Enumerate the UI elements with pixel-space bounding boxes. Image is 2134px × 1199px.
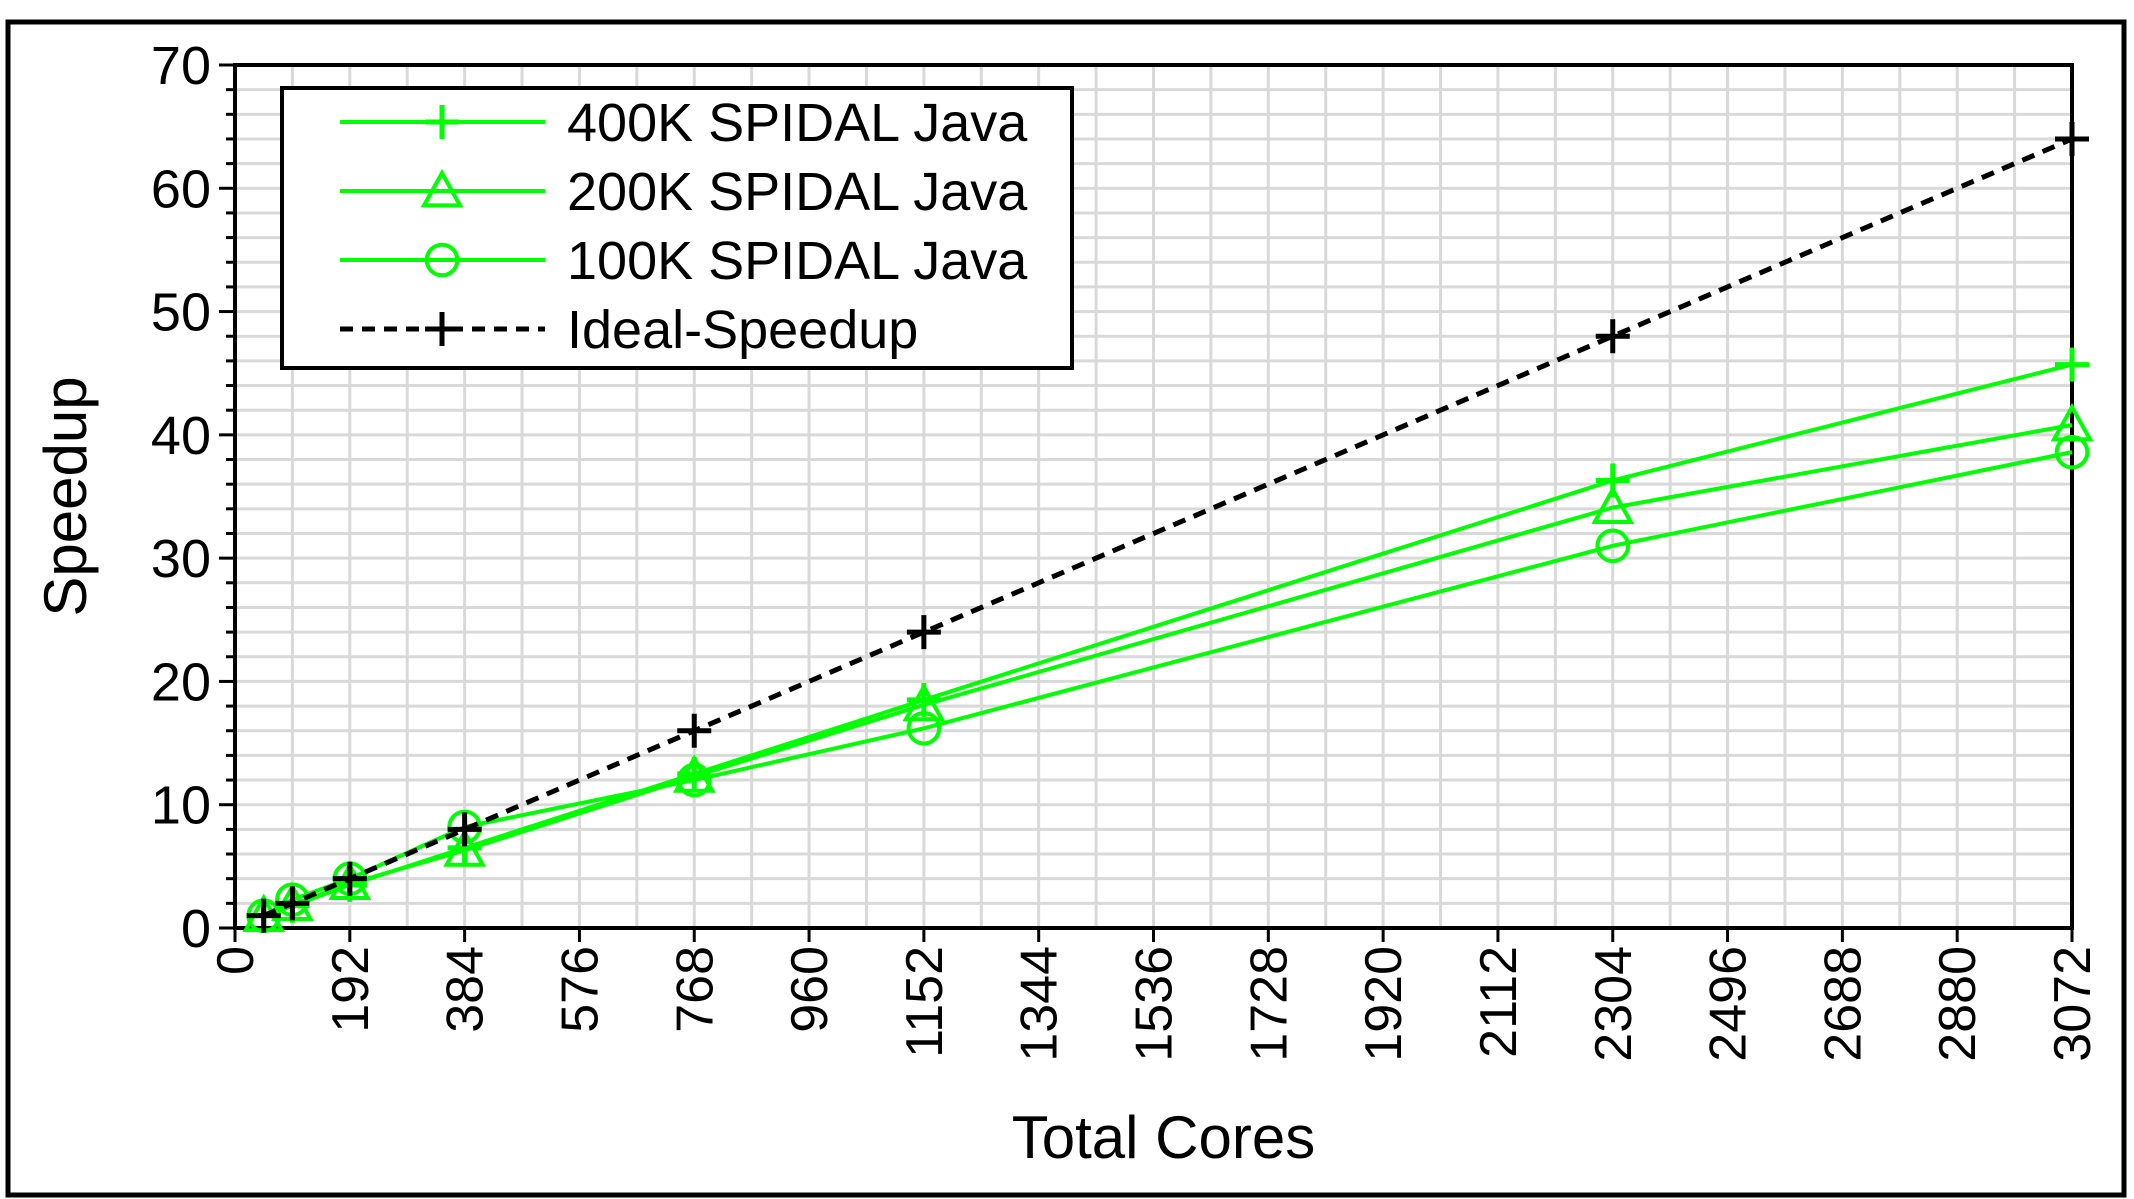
y-tick-label: 30 — [151, 529, 211, 589]
data-point — [2055, 347, 2089, 382]
legend-label: 200K SPIDAL Java — [567, 162, 1028, 222]
x-tick-label: 1344 — [1011, 946, 1069, 1062]
marker-triangle — [420, 168, 464, 208]
legend-label: 400K SPIDAL Java — [567, 93, 1028, 153]
x-tick-label: 192 — [322, 946, 380, 1033]
x-tick-label: 1920 — [1355, 946, 1413, 1062]
data-point — [2054, 434, 2090, 470]
y-axis-title: Speedup — [32, 376, 99, 616]
data-point — [902, 682, 946, 722]
y-tick-label: 10 — [151, 776, 211, 836]
x-tick-label: 1728 — [1240, 946, 1298, 1062]
y-tick-label: 0 — [181, 899, 211, 959]
legend: 400K SPIDAL Java 200K SPIDAL Java 100K SPI… — [280, 86, 1074, 370]
y-axis-ticks: 0 10 20 30 40 50 60 70 — [151, 36, 235, 959]
y-tick-label: 70 — [151, 36, 211, 96]
marker-circle — [1595, 528, 1631, 564]
data-point — [906, 615, 941, 650]
marker-circle — [906, 710, 942, 746]
data-point — [443, 828, 487, 867]
data-point — [2050, 402, 2094, 442]
legend-item: Ideal-Speedup — [340, 300, 918, 360]
x-tick-label: 960 — [781, 946, 839, 1033]
marker-circle — [2054, 434, 2090, 470]
legend-item: 100K SPIDAL Java — [340, 231, 1028, 291]
x-tick-label: 576 — [551, 946, 609, 1033]
data-point — [332, 861, 367, 896]
marker-circle — [676, 762, 712, 798]
x-tick-label: 2880 — [1929, 946, 1987, 1062]
marker-triangle — [902, 682, 946, 722]
marker-circle — [424, 242, 460, 278]
x-tick-label: 0 — [207, 946, 265, 975]
data-point — [447, 812, 482, 847]
x-tick-label: 2688 — [1814, 946, 1872, 1062]
grid-lines — [235, 65, 2072, 928]
data-point — [677, 713, 712, 748]
data-point — [246, 898, 281, 933]
marker-triangle — [672, 754, 716, 793]
x-axis-ticks: 0 192 384 576 768 960 1152 1344 1536 1728 1920 2112… — [207, 928, 2102, 1062]
legend-item: 200K SPIDAL Java — [340, 162, 1028, 222]
marker-triangle — [443, 828, 487, 867]
data-point — [1595, 319, 1630, 354]
data-point — [275, 886, 310, 921]
data-point — [906, 710, 942, 746]
marker-triangle — [2050, 402, 2094, 442]
y-tick-label: 40 — [151, 406, 211, 466]
data-point — [1591, 485, 1635, 524]
y-tick-label: 50 — [151, 283, 211, 343]
x-tick-label: 2496 — [1700, 946, 1758, 1062]
y-tick-label: 20 — [151, 652, 211, 712]
x-tick-label: 2112 — [1470, 946, 1528, 1058]
x-axis-title: Total Cores — [1012, 1104, 1315, 1171]
x-tick-label: 2304 — [1585, 946, 1643, 1062]
data-point — [1595, 528, 1631, 564]
x-tick-label: 3072 — [2044, 946, 2102, 1062]
data-point — [2055, 121, 2089, 156]
legend-item: 400K SPIDAL Java — [340, 93, 1028, 153]
x-tick-label: 768 — [666, 946, 724, 1033]
marker-triangle — [1591, 485, 1635, 524]
legend-label: 100K SPIDAL Java — [567, 231, 1028, 291]
y-tick-label: 60 — [151, 159, 211, 219]
series-line — [262, 450, 2073, 918]
series-line — [262, 136, 2073, 918]
series-layer — [242, 121, 2094, 933]
data-point — [676, 762, 712, 798]
data-point — [672, 754, 716, 793]
x-tick-label: 384 — [437, 946, 495, 1033]
legend-box — [280, 86, 1074, 370]
series-4 — [246, 121, 2089, 933]
x-tick-label: 1536 — [1126, 946, 1184, 1062]
legend-label: Ideal-Speedup — [567, 300, 918, 360]
x-tick-label: 1152 — [896, 946, 954, 1058]
